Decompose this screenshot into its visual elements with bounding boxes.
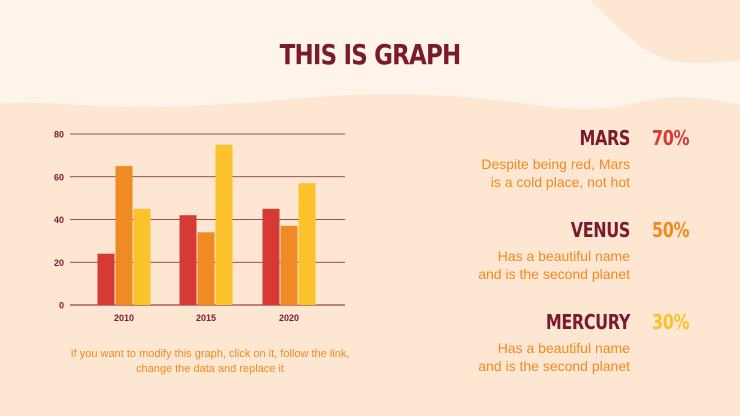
mars-description-line-2: is a cold place, not hot: [490, 174, 630, 190]
bar[interactable]: [179, 215, 197, 305]
label-layer: 0 20 40 60 80 2010 2015 2020: [54, 130, 299, 324]
mars-percent: 70%: [652, 126, 690, 150]
mercury-name: MERCURY: [545, 310, 631, 334]
bar[interactable]: [298, 183, 316, 305]
mercury-description-line-2: and is the second planet: [478, 358, 630, 374]
y-tick-label: 60: [54, 172, 64, 182]
venus-description-line-1: Has a beautiful name: [497, 248, 630, 264]
bar[interactable]: [280, 225, 298, 305]
mercury-description-line-1: Has a beautiful name: [497, 340, 630, 356]
venus-description: Has a beautiful name and is the second p…: [370, 247, 630, 283]
mars-description: Despite being red, Mars is a cold place,…: [370, 155, 630, 191]
venus-description-line-2: and is the second planet: [478, 266, 630, 282]
mars-description-line-1: Despite being red, Mars: [481, 156, 630, 172]
x-tick-label: 2010: [114, 313, 134, 323]
slide-title: THIS IS GRAPH: [279, 38, 462, 71]
venus-percent: 50%: [652, 218, 690, 242]
mercury-percent: 30%: [652, 310, 690, 334]
bar-layer: [97, 144, 316, 305]
mars-name: MARS: [579, 126, 630, 150]
y-tick-label: 80: [54, 130, 64, 140]
venus-name: VENUS: [570, 218, 631, 242]
chart-caption: If you want to modify this graph, click …: [70, 348, 350, 375]
x-tick-label: 2020: [279, 313, 299, 323]
bar[interactable]: [215, 144, 233, 305]
bar[interactable]: [197, 232, 215, 305]
y-tick-label: 40: [54, 215, 64, 225]
x-tick-label: 2015: [196, 313, 216, 323]
y-tick-label: 20: [54, 258, 64, 268]
bar[interactable]: [133, 208, 151, 305]
mercury-description: Has a beautiful name and is the second p…: [370, 339, 630, 375]
blob-shape: [0, 0, 740, 109]
bar[interactable]: [262, 208, 280, 305]
bar[interactable]: [97, 253, 115, 305]
bar[interactable]: [115, 166, 133, 305]
y-tick-label: 0: [59, 301, 64, 311]
